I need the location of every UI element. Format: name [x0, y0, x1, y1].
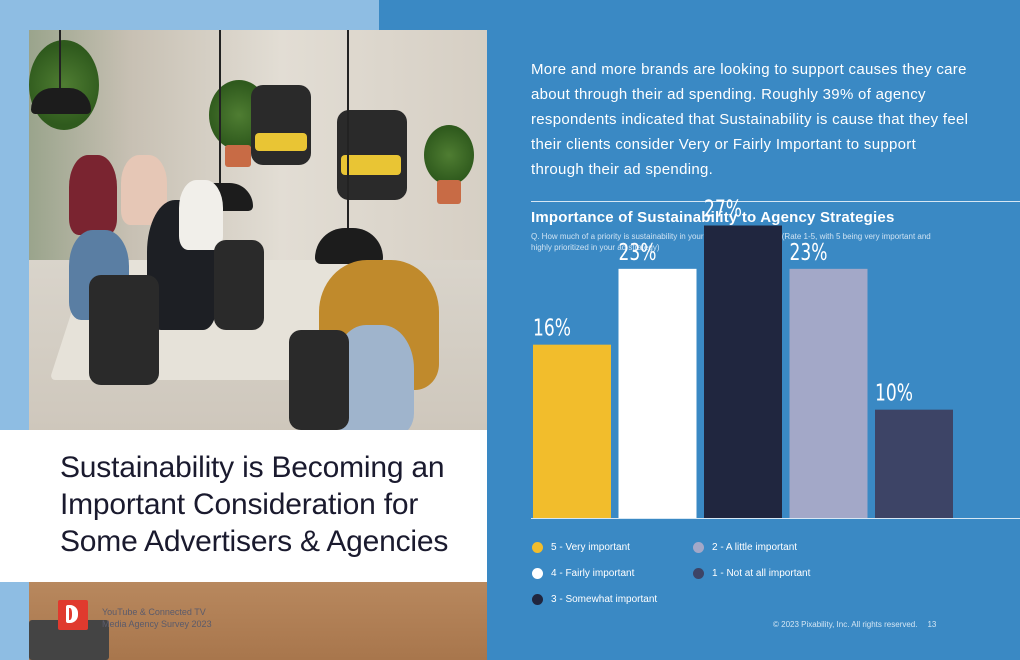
legend-swatch: [532, 542, 543, 553]
legend-item-very-important: 5 - Very important: [532, 542, 630, 553]
chart-title: Importance of Sustainability to Agency S…: [531, 209, 895, 226]
copyright-notice: © 2023 Pixability, Inc. All rights reser…: [773, 620, 936, 629]
copyright-text: © 2023 Pixability, Inc. All rights reser…: [773, 620, 918, 629]
headline-box: [0, 430, 487, 582]
bar-4: [789, 268, 868, 518]
footer-caption-line2: Media Agency Survey 2023: [102, 619, 212, 629]
legend-label: 3 - Somewhat important: [551, 594, 658, 605]
bar-value-label-3: 27%: [704, 197, 742, 223]
legend-item-somewhat-important: 3 - Somewhat important: [532, 594, 657, 605]
bar-5: [875, 409, 953, 518]
footer-caption: YouTube & Connected TV Media Agency Surv…: [102, 606, 242, 630]
page-headline: Sustainability is Becoming an Important …: [60, 451, 449, 558]
bar-1: [533, 344, 611, 518]
legend-label: 1 - Not at all important: [712, 568, 811, 579]
bar-3: [704, 225, 782, 518]
bar-value-label-5: 10%: [875, 381, 913, 407]
bar-value-label-2: 23%: [619, 240, 657, 266]
legend-label: 5 - Very important: [551, 542, 630, 553]
legend-item-a-little-important: 2 - A little important: [693, 542, 797, 553]
bar-value-label-1: 16%: [533, 316, 571, 342]
section-divider: [531, 201, 1020, 202]
legend-item-not-at-all-important: 1 - Not at all important: [693, 568, 810, 579]
legend-item-fairly-important: 4 - Fairly important: [532, 568, 634, 579]
footer-caption-line1: YouTube & Connected TV: [102, 607, 206, 617]
bar-value-label-4: 23%: [790, 240, 828, 266]
legend-label: 4 - Fairly important: [551, 568, 635, 579]
page-number: 13: [927, 620, 937, 629]
legend-swatch: [532, 594, 543, 605]
legend-swatch: [532, 568, 543, 579]
legend-swatch: [693, 568, 704, 579]
bar-2: [618, 268, 697, 518]
intro-paragraph: More and more brands are looking to supp…: [531, 61, 969, 178]
legend-swatch: [693, 542, 704, 553]
legend-label: 2 - A little important: [712, 542, 798, 553]
pixability-logo-icon: [58, 600, 88, 630]
